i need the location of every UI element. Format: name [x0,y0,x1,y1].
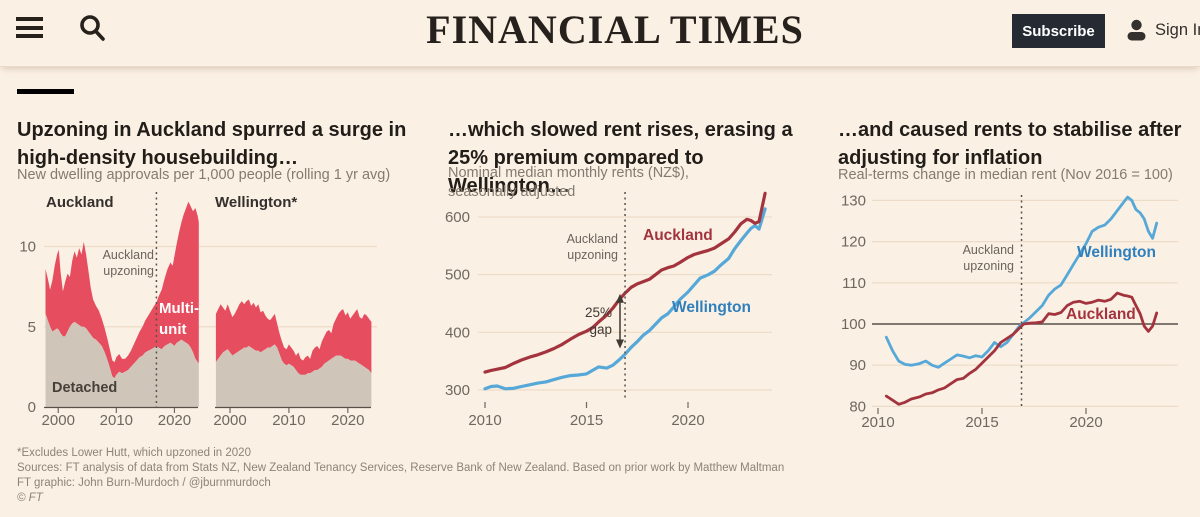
multi-unit-label: Multi- unit [159,300,199,338]
chart3-upzoning-annotation: Auckland upzoning [962,243,1014,273]
chart2-title: …which slowed rent rises, erasing a 25% … [448,118,793,197]
svg-text:110: 110 [842,275,866,292]
svg-text:600: 600 [445,209,470,226]
svg-text:100: 100 [841,316,866,333]
chart3-subtitle: Real-terms change in median rent (Nov 20… [838,167,1173,183]
user-icon [1127,19,1146,41]
svg-text:2000: 2000 [213,412,246,429]
footnote: *Excludes Lower Hutt, which upzoned in 2… [17,447,251,459]
panel-label-wellington: Wellington* [215,194,298,211]
svg-text:2010: 2010 [272,412,305,429]
sign-in-link[interactable]: Sign In [1126,18,1200,43]
search-icon[interactable] [78,12,106,45]
svg-text:0: 0 [28,399,36,416]
sign-in-label: Sign In [1155,21,1200,39]
svg-text:2020: 2020 [158,412,191,429]
chart3-title: …and caused rents to stabilise after adj… [838,118,1182,169]
credit-line: FT graphic: John Burn-Murdoch / @jburnmu… [17,477,271,489]
svg-text:500: 500 [445,267,470,284]
svg-text:2010: 2010 [100,412,133,429]
masthead-logo[interactable]: FINANCIAL TIMES [426,7,804,52]
svg-text:120: 120 [841,234,866,251]
svg-text:2020: 2020 [671,412,704,429]
svg-text:2010: 2010 [468,412,501,429]
svg-text:80: 80 [849,398,866,415]
svg-text:130: 130 [841,192,866,209]
svg-text:5: 5 [28,319,36,336]
svg-text:2000: 2000 [42,412,75,429]
copyright: © FT [17,492,43,504]
chart1-title: Upzoning in Auckland spurred a surge in … [17,118,407,169]
svg-text:2015: 2015 [965,414,998,431]
chart1-subtitle: New dwelling approvals per 1,000 people … [17,167,391,183]
subscribe-button[interactable]: Subscribe [1012,14,1105,48]
svg-text:2010: 2010 [861,414,894,431]
svg-text:90: 90 [849,357,866,374]
detached-label: Detached [52,380,118,396]
chart3-auckland-label: Auckland [1066,306,1136,323]
gap-annotation: 25% gap [584,305,612,337]
chart1-upzoning-annotation: Auckland upzoning [102,248,154,278]
svg-text:2020: 2020 [331,412,364,429]
svg-text:400: 400 [445,324,470,341]
chart2-subtitle: Nominal median monthly rents (NZ$), seas… [448,165,689,200]
sources-line: Sources: FT analysis of data from Stats … [17,462,785,474]
panel-label-auckland: Auckland [46,194,114,211]
chart2-wellington-label: Wellington [672,299,751,316]
svg-text:2015: 2015 [570,412,603,429]
site-header: FINANCIAL TIMES Subscribe Sign In [0,0,1200,67]
svg-text:2020: 2020 [1069,414,1102,431]
menu-icon[interactable] [16,17,43,38]
chart2-upzoning-annotation: Auckland upzoning [566,232,618,262]
chart3-wellington-label: Wellington [1077,244,1156,261]
svg-text:300: 300 [445,382,470,399]
svg-text:10: 10 [19,239,36,256]
chart2-auckland-label: Auckland [643,227,713,244]
accent-bar [17,89,74,94]
